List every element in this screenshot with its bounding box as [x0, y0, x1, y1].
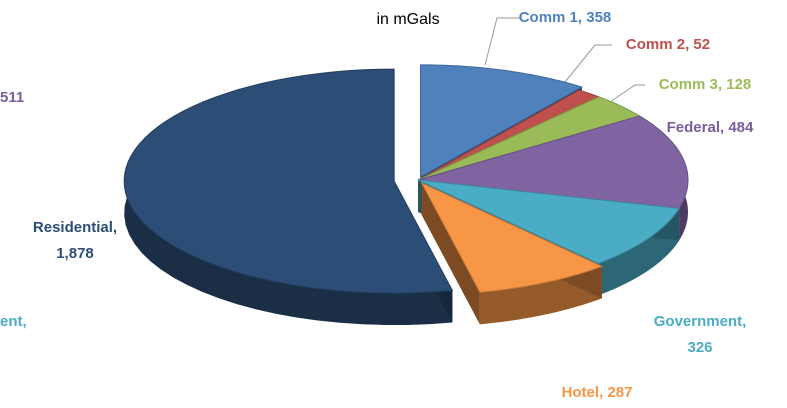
data-label: Residential, 1,878	[33, 219, 117, 262]
slice	[417, 96, 641, 181]
data-label: Comm 3, 128	[659, 76, 752, 93]
data-label: Comm 1, 358	[519, 9, 612, 26]
leader-line	[609, 84, 645, 103]
chart-title: in mGals	[376, 11, 439, 28]
leader-line	[564, 44, 612, 83]
slice	[123, 68, 454, 294]
slice	[417, 179, 680, 264]
data-label: Comm 2, 52	[626, 36, 710, 53]
slice-side	[124, 69, 453, 326]
annotation: 511	[0, 89, 24, 106]
pie	[123, 64, 689, 326]
data-label: Federal, 484	[667, 119, 754, 136]
slice	[420, 181, 604, 293]
data-label: Hotel, 287	[562, 384, 633, 401]
leader-line	[484, 17, 520, 66]
slice	[420, 64, 584, 178]
slice-edge	[421, 182, 480, 325]
slice-side	[598, 208, 680, 296]
slice	[417, 89, 601, 181]
slice	[417, 115, 689, 210]
data-label: Government, 326	[654, 313, 747, 356]
annotation: ent,	[0, 313, 27, 330]
